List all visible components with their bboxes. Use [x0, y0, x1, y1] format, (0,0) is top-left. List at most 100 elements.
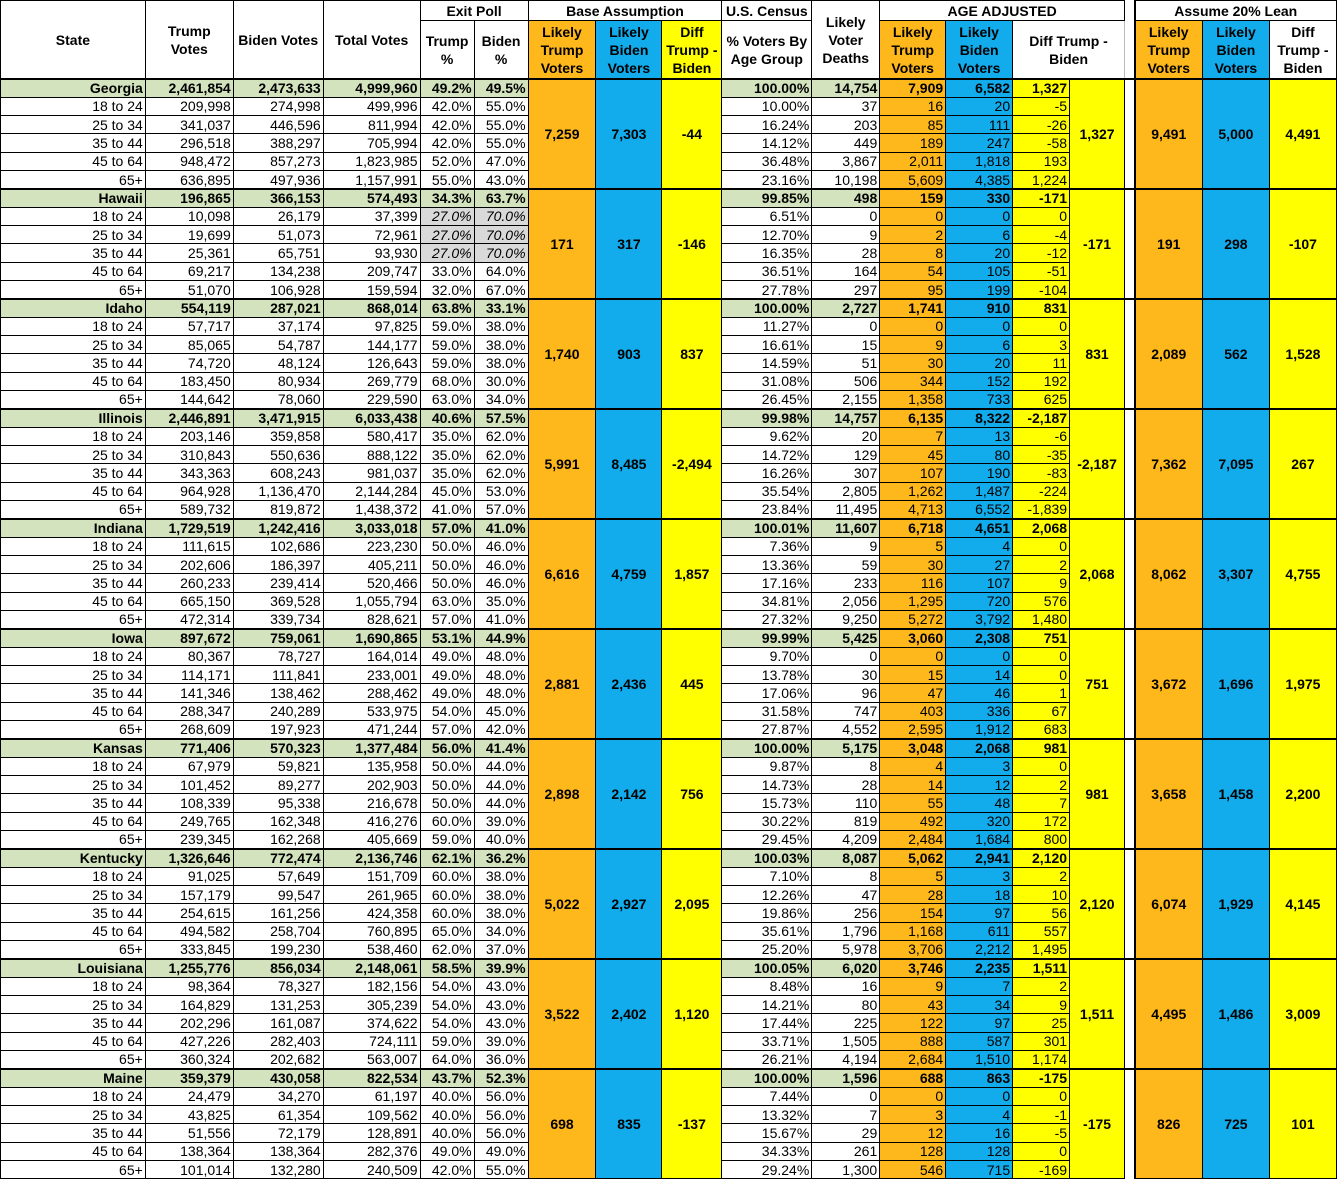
biden-votes: 34,270: [232, 1086, 324, 1106]
exit-trump-pct: 49.0%: [419, 664, 475, 685]
exit-biden-pct: 36.2%: [473, 847, 529, 868]
adj-diff: -83: [1012, 463, 1071, 483]
voter-deaths: 20: [811, 426, 881, 447]
total-votes: 822,534: [322, 1067, 421, 1088]
biden-votes: 161,256: [232, 903, 324, 923]
age-group-row: 65+ 636,895 497,936 1,157,991 55.0% 43.0% 23.1…: [0, 170, 1337, 190]
exit-biden-pct: 34.0%: [473, 390, 529, 410]
adj-likely-trump: 159: [879, 187, 947, 208]
trump-votes: 51,556: [144, 1123, 234, 1143]
exit-trump-pct: 54.0%: [419, 994, 475, 1015]
voter-deaths: 1,796: [811, 921, 881, 941]
age-group: 25 to 34: [0, 774, 146, 795]
total-votes: 1,055,794: [322, 591, 421, 612]
adj-likely-biden: 2,941: [945, 847, 1014, 868]
exit-trump-pct: 68.0%: [419, 371, 475, 392]
lean-likely-biden: 1,929: [1201, 847, 1270, 960]
exit-trump-pct: 42.0%: [419, 1159, 475, 1180]
biden-votes: 48,124: [232, 353, 324, 373]
voter-deaths: 15: [811, 335, 881, 355]
adj-likely-biden: 0: [945, 206, 1014, 227]
total-votes: 93,930: [322, 243, 421, 263]
trump-votes: 183,450: [144, 371, 234, 392]
voter-deaths: 233: [811, 573, 881, 593]
total-votes: 97,825: [322, 316, 421, 337]
lean-diff: 1,528: [1268, 297, 1337, 410]
pct-voters: 30.22%: [721, 811, 813, 831]
adj-likely-trump: 3,060: [879, 627, 947, 648]
pct-voters: 99.98%: [721, 407, 813, 428]
exit-biden-pct: 46.0%: [473, 555, 529, 575]
adj-diff: -1,839: [1012, 500, 1071, 520]
exit-trump-pct: 53.1%: [419, 627, 475, 648]
pct-voters: 29.45%: [721, 829, 813, 850]
adj-likely-biden: 4: [945, 536, 1014, 557]
total-votes: 229,590: [322, 390, 421, 410]
pct-voters: 29.24%: [721, 1159, 813, 1180]
adj-diff: 25: [1012, 1013, 1071, 1033]
trump-votes: 239,345: [144, 829, 234, 850]
voter-deaths: 28: [811, 774, 881, 795]
trump-votes: 80,367: [144, 646, 234, 667]
adj-diff: 2: [1012, 555, 1071, 575]
base-diff: 756: [661, 737, 723, 850]
pct-voters: 16.24%: [721, 115, 813, 135]
total-votes: 202,903: [322, 774, 421, 795]
adj-likely-biden: 0: [945, 316, 1014, 337]
adj-diff: 625: [1012, 390, 1071, 410]
trump-votes: 91,025: [144, 866, 234, 886]
trump-votes: 202,606: [144, 555, 234, 575]
total-votes: 405,211: [322, 555, 421, 575]
age-group: 25 to 34: [0, 1104, 146, 1125]
header-base-likely-trump: Likely Trump Voters: [527, 20, 597, 80]
age-group: 65+: [0, 610, 146, 630]
pct-voters: 9.87%: [721, 756, 813, 776]
lean-likely-trump: 3,658: [1134, 737, 1203, 850]
trump-votes: 164,829: [144, 994, 234, 1015]
trump-votes: 2,446,891: [144, 407, 234, 428]
pct-voters: 7.10%: [721, 866, 813, 886]
biden-votes: 759,061: [232, 627, 324, 648]
voter-deaths: 0: [811, 646, 881, 667]
voter-deaths: 7: [811, 1104, 881, 1125]
pct-voters: 26.45%: [721, 390, 813, 410]
exit-trump-pct: 59.0%: [419, 353, 475, 373]
biden-votes: 258,704: [232, 921, 324, 941]
age-group-row: 35 to 44 254,615 161,256 424,358 60.0% 38.0% 1…: [0, 903, 1337, 923]
total-votes: 471,244: [322, 719, 421, 740]
pct-voters: 11.27%: [721, 316, 813, 337]
adj-diff: 2,068: [1012, 517, 1071, 538]
total-votes: 216,678: [322, 793, 421, 813]
voter-deaths: 14,754: [811, 77, 881, 98]
adj-diff-total: 981: [1069, 737, 1126, 850]
trump-votes: 10,098: [144, 206, 234, 227]
age-group-row: 45 to 64 69,217 134,238 209,747 33.0% 64.0% 36…: [0, 261, 1337, 282]
adj-likely-biden: 16: [945, 1123, 1014, 1143]
biden-votes: 197,923: [232, 719, 324, 740]
exit-biden-pct: 38.0%: [473, 903, 529, 923]
total-votes: 981,037: [322, 463, 421, 483]
exit-trump-pct: 40.0%: [419, 1086, 475, 1106]
biden-votes: 111,841: [232, 664, 324, 685]
voter-deaths: 819: [811, 811, 881, 831]
pct-voters: 99.99%: [721, 627, 813, 648]
state-summary-row: Idaho 554,119 287,021 868,014 63.8% 33.1% 1,74…: [0, 297, 1337, 410]
trump-votes: 260,233: [144, 573, 234, 593]
base-likely-biden: 2,927: [595, 847, 663, 960]
age-group: 35 to 44: [0, 683, 146, 703]
age-group: 18 to 24: [0, 646, 146, 667]
adj-diff: 1,224: [1012, 170, 1071, 190]
exit-biden-pct: 42.0%: [473, 719, 529, 740]
age-group-row: 45 to 64 138,364 138,364 282,376 49.0% 49.0% 3…: [0, 1141, 1337, 1161]
header-exit-poll: Exit Poll: [419, 0, 529, 21]
pct-voters: 7.36%: [721, 536, 813, 557]
base-likely-biden: 2,402: [595, 957, 663, 1070]
adj-likely-trump: 30: [879, 555, 947, 575]
exit-biden-pct: 55.0%: [473, 115, 529, 135]
state-summary-row: Georgia 2,461,854 2,473,633 4,999,960 49.2% 4…: [0, 77, 1337, 190]
total-votes: 563,007: [322, 1049, 421, 1070]
voter-deaths: 8,087: [811, 847, 881, 868]
biden-votes: 89,277: [232, 774, 324, 795]
age-group-row: 45 to 64 494,582 258,704 760,895 65.0% 34.0% 3…: [0, 921, 1337, 941]
exit-biden-pct: 44.0%: [473, 774, 529, 795]
